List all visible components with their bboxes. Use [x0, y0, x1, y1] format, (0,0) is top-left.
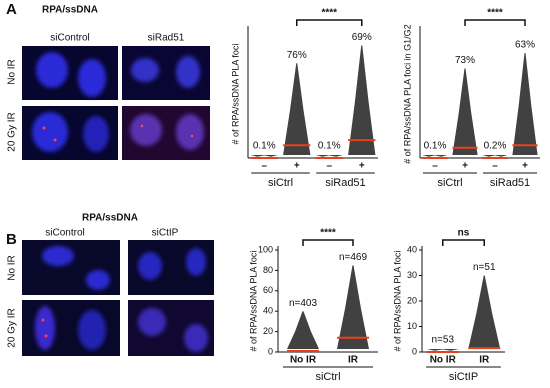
annotation: 63% [515, 40, 535, 51]
row-label: No IR [7, 59, 18, 85]
panel-header: RPA/ssDNA [42, 5, 98, 16]
y-tick-label: 60 [263, 285, 273, 295]
annotation: 0.1% [318, 141, 341, 152]
y-tick-label: 100 [258, 244, 273, 254]
panel-header: RPA/ssDNA [82, 213, 138, 224]
significance-bracket [442, 239, 485, 246]
x-tick-label: No IR [290, 355, 317, 366]
row-label: No IR [7, 255, 18, 281]
group-label: siCtrl [268, 177, 293, 189]
column-label: siCtIP [152, 228, 179, 239]
significance: **** [320, 228, 336, 239]
group-label: siRad51 [490, 177, 530, 189]
y-axis-label: # of RPA/ssDNA PLA foci [230, 44, 240, 145]
significance-bracket [302, 239, 354, 246]
group-label: siCtrl [437, 177, 462, 189]
significance-bracket [464, 19, 526, 26]
y-tick-label: 0 [412, 346, 417, 356]
y-axis-label: # of RPA/ssDNA PLA foci [248, 251, 258, 352]
micrographs [22, 240, 214, 356]
annotation: n=53 [431, 335, 454, 346]
y-tick-label: 10 [407, 321, 417, 331]
significance: ns [458, 228, 470, 239]
panel-label: A [6, 1, 17, 18]
x-tick-label: + [522, 161, 528, 172]
annotation: n=469 [339, 252, 368, 263]
x-tick-label: + [294, 161, 300, 172]
group-label: siRad51 [325, 177, 365, 189]
dot-cloud [452, 68, 478, 155]
y-tick-label: 20 [407, 295, 417, 305]
annotation: 0.1% [253, 141, 276, 152]
annotation: n=51 [473, 262, 496, 273]
dot-cloud [512, 53, 538, 155]
column-label: siRad51 [148, 33, 185, 44]
y-axis-label: # of RPA/ssDNA PLA foci [392, 251, 402, 352]
annotation: 0.2% [484, 141, 507, 152]
dot-cloud [283, 63, 311, 155]
annotation: 0.1% [424, 141, 447, 152]
column-label: siControl [45, 228, 84, 239]
significance-bracket [296, 19, 363, 26]
x-tick-label: + [462, 161, 468, 172]
dot-cloud [337, 265, 369, 349]
x-tick-label: – [326, 161, 332, 172]
group-label: siCtIP [449, 371, 478, 383]
dot-cloud [482, 155, 508, 157]
x-tick-label: IR [348, 355, 359, 366]
x-tick-label: – [432, 161, 438, 172]
y-axis-label: # of RPA/ssDNA PLA foci in G1/G2 [402, 24, 412, 163]
row-label: 20 Gy IR [7, 308, 18, 347]
x-tick-label: – [261, 161, 267, 172]
y-tick-label: 20 [263, 326, 273, 336]
y-tick-label: 40 [407, 244, 417, 254]
column-label: siControl [50, 33, 89, 44]
dot-cloud [315, 155, 343, 157]
x-tick-label: IR [479, 355, 490, 366]
annotation: 69% [352, 32, 372, 43]
significance: **** [321, 8, 337, 19]
panel-label: B [6, 231, 17, 248]
group-label: siCtrl [315, 371, 340, 383]
y-tick-label: 0 [268, 346, 273, 356]
dot-cloud [422, 155, 448, 157]
x-tick-label: – [492, 161, 498, 172]
dot-cloud [426, 349, 459, 351]
dot-cloud [287, 311, 319, 349]
y-tick-label: 30 [407, 270, 417, 280]
annotation: 76% [287, 50, 307, 61]
y-tick-label: 40 [263, 306, 273, 316]
annotation: 73% [455, 55, 475, 66]
micrographs [22, 46, 210, 160]
dot-cloud [468, 275, 501, 349]
dot-cloud [250, 155, 278, 157]
dot-cloud [348, 45, 376, 155]
y-tick-label: 80 [263, 265, 273, 275]
x-tick-label: + [359, 161, 365, 172]
x-tick-label: No IR [430, 355, 457, 366]
significance: **** [487, 8, 503, 19]
row-label: 20 Gy IR [7, 112, 18, 151]
annotation: n=403 [289, 298, 318, 309]
